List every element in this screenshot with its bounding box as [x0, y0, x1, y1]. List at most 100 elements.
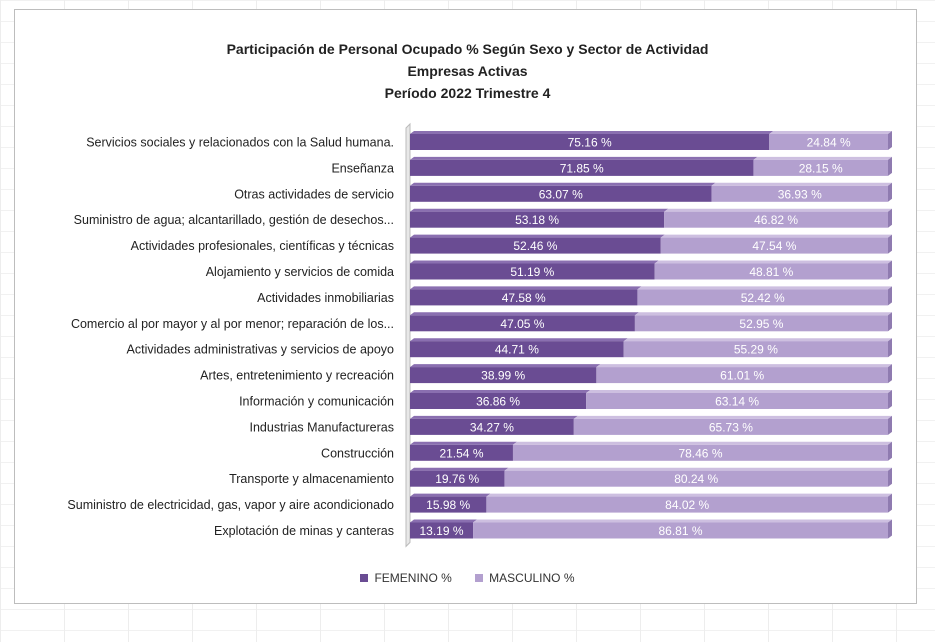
bar-femenino [410, 367, 597, 384]
bar-top-masculino [654, 260, 892, 264]
bar-top-masculino [473, 519, 892, 523]
bar-top-masculino [753, 156, 892, 160]
bar-masculino [473, 522, 888, 539]
chart-title-line-1: Participación de Personal Ocupado % Segú… [226, 41, 709, 57]
category-label: Comercio al por mayor y al por menor; re… [71, 317, 394, 331]
plot-side-wall [405, 122, 411, 548]
bar-end-face [888, 182, 892, 202]
category-label: Actividades administrativas y servicios … [127, 343, 395, 357]
bar-top-femenino [410, 208, 669, 212]
data-label-masculino: 80.24 % [674, 472, 718, 486]
bar-end-face [888, 286, 892, 306]
bar-top-femenino [410, 182, 716, 186]
bar-top-femenino [410, 286, 642, 290]
data-label-masculino: 86.81 % [659, 524, 703, 538]
data-label-masculino: 24.84 % [807, 136, 851, 150]
category-label: Otras actividades de servicio [234, 187, 394, 201]
legend-item-femenino: FEMENINO % [360, 571, 452, 585]
bar-femenino [410, 522, 474, 539]
data-label-femenino: 71.85 % [560, 161, 604, 175]
bar-masculino [654, 263, 888, 280]
bar-femenino [410, 315, 635, 332]
bar-top-femenino [410, 260, 659, 264]
bar-top-femenino [410, 415, 578, 419]
bar-femenino [410, 470, 505, 487]
bar-top-femenino [410, 131, 774, 134]
bar-masculino [504, 470, 888, 487]
bar-top-femenino [410, 519, 478, 523]
data-label-femenino: 13.19 % [420, 524, 464, 538]
bar-end-face [888, 493, 892, 513]
bar-femenino [410, 289, 638, 306]
bar-top-masculino [504, 467, 892, 471]
category-label: Construcción [321, 446, 394, 460]
data-label-masculino: 47.54 % [752, 239, 796, 253]
bar-masculino [664, 211, 888, 228]
data-label-masculino: 61.01 % [720, 369, 764, 383]
data-label-femenino: 19.76 % [435, 472, 479, 486]
data-label-masculino: 65.73 % [709, 420, 753, 434]
bar-femenino [410, 185, 712, 202]
chart-title-line-3: Período 2022 Trimestre 4 [384, 85, 551, 101]
data-label-femenino: 36.86 % [476, 395, 520, 409]
bar-top-femenino [410, 390, 591, 393]
bar-femenino [410, 496, 487, 513]
data-label-femenino: 53.18 % [515, 213, 559, 227]
chart-title: Participación de Personal Ocupado % Segú… [0, 38, 935, 104]
data-label-masculino: 52.42 % [741, 291, 785, 305]
bar-top-femenino [410, 467, 509, 471]
bar-end-face [888, 208, 892, 228]
bar-end-face [888, 338, 892, 358]
category-label: Actividades inmobiliarias [257, 291, 394, 305]
bar-masculino [637, 289, 888, 306]
data-label-masculino: 28.15 % [799, 161, 843, 175]
data-label-masculino: 63.14 % [715, 395, 759, 409]
legend-item-masculino: MASCULINO % [475, 571, 575, 585]
category-label: Suministro de agua; alcantarillado, gest… [74, 213, 394, 227]
data-label-femenino: 63.07 % [539, 187, 583, 201]
category-label: Enseñanza [331, 161, 394, 175]
bar-top-femenino [410, 234, 665, 238]
bar-top-masculino [637, 286, 892, 290]
bar-masculino [711, 185, 888, 202]
bar-end-face [888, 519, 892, 539]
bar-masculino [660, 237, 888, 254]
bar-masculino [486, 496, 888, 513]
bar-top-masculino [586, 390, 892, 393]
bar-end-face [888, 312, 892, 332]
bar-top-femenino [410, 493, 491, 497]
bar-end-face [888, 131, 892, 150]
data-label-femenino: 51.19 % [510, 265, 554, 279]
bar-top-masculino [664, 208, 892, 212]
bar-end-face [888, 415, 892, 435]
bar-femenino [410, 418, 574, 435]
bar-femenino [410, 444, 513, 461]
chart-title-line-2: Empresas Activas [407, 63, 528, 79]
data-label-femenino: 75.16 % [568, 136, 612, 150]
bar-masculino [634, 315, 888, 332]
bar-end-face [888, 364, 892, 384]
data-label-femenino: 52.46 % [513, 239, 557, 253]
legend-label-masculino: MASCULINO % [489, 571, 575, 585]
bar-top-masculino [486, 493, 892, 497]
data-label-femenino: 38.99 % [481, 369, 525, 383]
bar-masculino [586, 393, 888, 409]
bar-top-masculino [769, 131, 892, 134]
bar-top-femenino [410, 364, 601, 368]
bar-end-face [888, 467, 892, 487]
bar-femenino [410, 341, 624, 358]
legend-label-femenino: FEMENINO % [374, 571, 452, 585]
bar-top-masculino [596, 364, 892, 368]
data-label-femenino: 15.98 % [426, 498, 470, 512]
chart-legend: FEMENINO % MASCULINO % [0, 571, 935, 585]
data-label-masculino: 48.81 % [749, 265, 793, 279]
bar-masculino [623, 341, 888, 358]
data-label-femenino: 34.27 % [470, 420, 514, 434]
bar-femenino [410, 159, 754, 176]
data-label-femenino: 21.54 % [439, 446, 483, 460]
bar-top-femenino [410, 338, 628, 342]
category-label: Alojamiento y servicios de comida [206, 265, 394, 279]
data-label-masculino: 84.02 % [665, 498, 709, 512]
bar-top-masculino [634, 312, 892, 316]
legend-swatch-femenino [360, 574, 369, 582]
